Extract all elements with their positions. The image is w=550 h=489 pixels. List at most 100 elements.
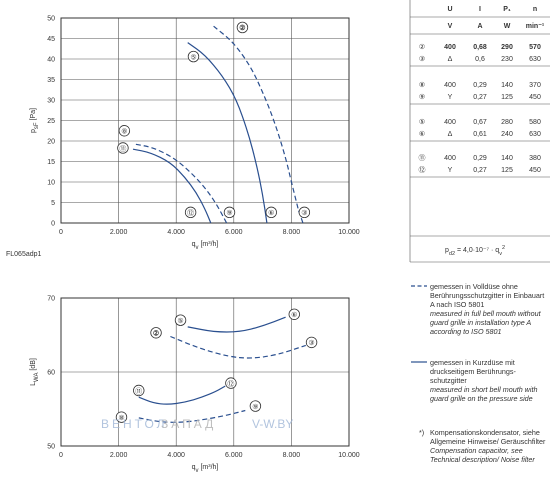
series-label: ⑤ bbox=[177, 317, 183, 325]
pressure-chart: 0 2.000 4.000 6.000 8.000 10.000 0 5 10 15 20 25 30 3… bbox=[6, 16, 360, 259]
x-tick-label: 0 bbox=[59, 452, 63, 459]
table-cell: 125 bbox=[501, 94, 513, 101]
legend-dashed-de: gemessen in Volldüse ohne Berührungsschu… bbox=[430, 282, 545, 309]
legend-dashed-note: gemessen in Volldüse ohne Berührungsschu… bbox=[430, 282, 548, 336]
table-cell: 0,29 bbox=[473, 82, 487, 89]
table-cell: 400 bbox=[444, 82, 456, 89]
series-marker-circle bbox=[225, 377, 237, 389]
y-tick-label: 20 bbox=[47, 139, 55, 146]
table-cell: 125 bbox=[501, 167, 513, 174]
series-label: ③ bbox=[301, 209, 307, 217]
legend-line-samples bbox=[411, 285, 427, 363]
table-cell: ⑫ bbox=[419, 166, 426, 174]
table-cell: ③ bbox=[419, 55, 425, 63]
x-tick-label: 4.000 bbox=[167, 452, 185, 459]
footnote-en: Compensation capacitor, see Technical de… bbox=[430, 446, 535, 464]
table-cell: 370 bbox=[529, 82, 541, 89]
table-cell: 630 bbox=[529, 131, 541, 138]
y-tick-label: 45 bbox=[47, 36, 55, 43]
series-marker-circle bbox=[115, 411, 128, 423]
series-label: ③ bbox=[308, 339, 314, 347]
table-cell: 400 bbox=[444, 155, 456, 162]
table-cell: 140 bbox=[501, 82, 513, 89]
series-label: ⑪ bbox=[119, 145, 126, 153]
table-cell: ⑪ bbox=[419, 154, 426, 162]
table-cell: ② bbox=[419, 43, 425, 51]
x-tick-label: 10.000 bbox=[338, 452, 360, 459]
footnote-note: Kompensationskondensator, siehe Allgemei… bbox=[430, 428, 548, 464]
y-tick-label: 50 bbox=[47, 444, 55, 451]
table-cell: Y bbox=[448, 94, 453, 101]
footnote-mark: *) bbox=[419, 428, 425, 437]
x-tick-label: 0 bbox=[59, 229, 63, 236]
legend-solid-note: gemessen in Kurzdüse mit druckseitigem B… bbox=[430, 358, 548, 403]
x-tick-label: 2.000 bbox=[110, 452, 128, 459]
series-marker-circle bbox=[249, 400, 262, 412]
series-line bbox=[170, 335, 306, 359]
table-cell: 450 bbox=[529, 94, 541, 101]
series-marker-circle bbox=[288, 308, 300, 320]
table-cell: 0,68 bbox=[473, 44, 487, 51]
watermark-text-right: ЗАПАД bbox=[161, 417, 216, 431]
series-label: ⑨ bbox=[226, 209, 232, 217]
y-tick-label: 35 bbox=[47, 77, 55, 84]
series-label: ⑥ bbox=[291, 311, 297, 319]
series-line bbox=[187, 316, 286, 333]
table-cell: 400 bbox=[444, 44, 456, 51]
plot-frame bbox=[60, 17, 350, 224]
series-line bbox=[132, 148, 212, 224]
table-cell: 580 bbox=[529, 119, 541, 126]
footnote-de: Kompensationskondensator, siehe Allgemei… bbox=[430, 428, 546, 446]
table-cell: ⑤ bbox=[419, 118, 425, 126]
y-tick-label: 5 bbox=[51, 200, 55, 207]
series-label: ⑥ bbox=[268, 209, 274, 217]
table-cell: 140 bbox=[501, 155, 513, 162]
series-marker-circle bbox=[150, 327, 162, 339]
series-label: ⑫ bbox=[227, 380, 234, 388]
y-tick-label: 70 bbox=[47, 296, 55, 303]
series-marker-circle bbox=[174, 314, 187, 326]
series-marker-circle bbox=[298, 206, 311, 219]
y-tick-label: 0 bbox=[51, 221, 55, 228]
y-tick-label: 40 bbox=[47, 57, 55, 64]
y-tick-label: 25 bbox=[47, 118, 55, 125]
table-cell: 290 bbox=[501, 44, 513, 51]
table-cell: 450 bbox=[529, 167, 541, 174]
table-header: P₁ bbox=[503, 6, 511, 13]
watermark-text-left: ВЕНТОЛ bbox=[101, 417, 168, 431]
table-unit: min⁻¹ bbox=[526, 23, 545, 30]
x-tick-label: 8.000 bbox=[283, 229, 301, 236]
y-tick-label: 50 bbox=[47, 16, 55, 23]
y-tick-label: 15 bbox=[47, 159, 55, 166]
series-line bbox=[138, 385, 226, 405]
table-header: U bbox=[447, 6, 452, 13]
x-tick-label: 4.000 bbox=[167, 229, 185, 236]
series-line bbox=[213, 25, 300, 211]
x-tick-label: 6.000 bbox=[225, 452, 243, 459]
table-header: I bbox=[479, 6, 481, 13]
series-marker-circle bbox=[236, 21, 249, 34]
x-tick-label: 8.000 bbox=[283, 452, 301, 459]
series-label: ⑧ bbox=[118, 414, 124, 422]
table-cell: 400 bbox=[444, 119, 456, 126]
table-cell: 570 bbox=[529, 44, 541, 51]
table-cell: 0,67 bbox=[473, 119, 487, 126]
series-marker-circle bbox=[187, 50, 200, 63]
table-header: n bbox=[533, 6, 537, 13]
y-axis-label: LWA [dB] bbox=[30, 358, 40, 386]
table-unit: W bbox=[504, 23, 511, 30]
series-line bbox=[187, 42, 268, 224]
table-cell: 0,27 bbox=[473, 94, 487, 101]
table-cell: 240 bbox=[501, 131, 513, 138]
table-cell: Δ bbox=[448, 56, 453, 63]
table-unit: A bbox=[477, 23, 482, 30]
table-cell: 0,61 bbox=[473, 131, 487, 138]
table-cell: ⑨ bbox=[419, 93, 425, 101]
watermark-site: V-W.BY bbox=[252, 417, 293, 431]
plot-frame bbox=[60, 297, 350, 447]
table-cell: 0,29 bbox=[473, 155, 487, 162]
y-tick-label: 30 bbox=[47, 98, 55, 105]
formula: pd2 = 4,0·10⁻⁷ · qv2 bbox=[445, 245, 505, 257]
